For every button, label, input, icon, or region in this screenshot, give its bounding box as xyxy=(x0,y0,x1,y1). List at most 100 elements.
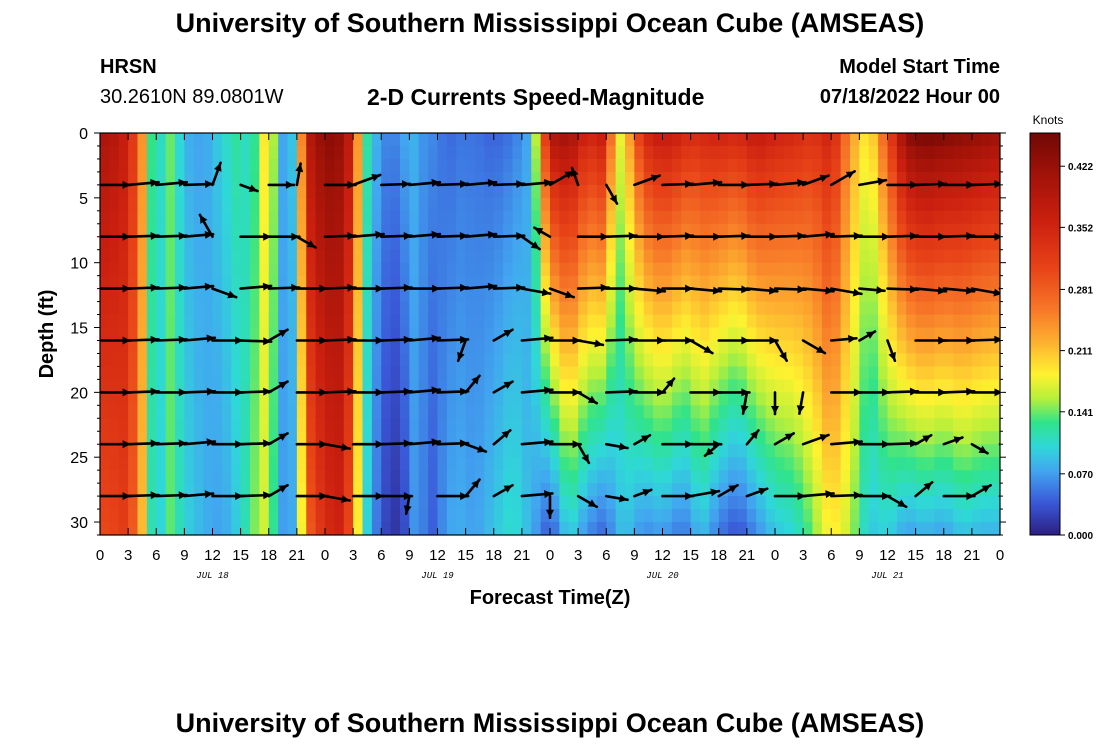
heat-cell xyxy=(240,288,251,303)
heat-cell xyxy=(803,353,814,368)
heat-cell xyxy=(325,314,335,329)
heat-cell xyxy=(325,133,335,147)
heat-cell xyxy=(409,405,420,419)
heat-cell xyxy=(409,210,420,225)
heat-cell xyxy=(840,158,851,173)
heat-cell xyxy=(212,340,223,355)
heat-cell xyxy=(643,392,654,406)
heat-cell xyxy=(784,392,795,406)
heat-cell xyxy=(671,314,682,329)
current-arrow xyxy=(408,438,442,447)
heat-cell xyxy=(634,405,645,419)
heat-cell xyxy=(371,197,382,212)
heat-cell xyxy=(737,496,748,510)
heat-cell xyxy=(906,379,917,393)
heat-cell xyxy=(362,405,373,419)
main-title: University of Southern Mississippi Ocean… xyxy=(175,8,925,38)
heat-cell xyxy=(146,366,157,380)
heat-cell xyxy=(287,262,298,277)
heat-cell xyxy=(878,470,889,484)
heat-cell xyxy=(100,509,110,523)
heat-cell xyxy=(643,314,654,329)
heat-cell xyxy=(943,470,954,484)
heat-cell xyxy=(878,133,889,147)
heat-cell xyxy=(746,353,757,368)
heat-cell xyxy=(859,392,870,406)
current-arrow xyxy=(267,232,301,241)
heat-cell xyxy=(146,405,157,419)
heat-cell xyxy=(203,457,214,471)
heat-cell xyxy=(250,288,260,303)
heat-cell xyxy=(671,431,682,445)
heat-cell xyxy=(212,444,223,458)
heat-cell xyxy=(634,444,645,458)
heat-cell xyxy=(100,314,110,329)
y-tick-label: 5 xyxy=(79,191,88,208)
current-arrow xyxy=(155,232,189,240)
heat-cell xyxy=(484,249,495,264)
heat-cell xyxy=(503,470,514,484)
heat-cell xyxy=(765,197,776,212)
heat-cell xyxy=(128,184,139,199)
heat-cell xyxy=(765,522,776,535)
heat-cell xyxy=(934,379,945,393)
heat-cell xyxy=(390,249,401,264)
heat-cell xyxy=(268,158,279,173)
heat-cell xyxy=(128,340,139,355)
heat-cell xyxy=(409,418,420,432)
heat-cell xyxy=(634,457,645,471)
current-arrow xyxy=(773,232,807,240)
heat-cell xyxy=(184,288,195,303)
heat-cell xyxy=(550,327,560,342)
current-arrow xyxy=(633,174,662,187)
arrow-head xyxy=(684,180,694,189)
heat-cell xyxy=(568,431,579,445)
heat-cell xyxy=(662,496,673,510)
heat-cell xyxy=(746,483,757,497)
current-arrow xyxy=(408,334,442,343)
current-arrow xyxy=(576,442,591,465)
heat-cell xyxy=(671,418,682,432)
heat-cell xyxy=(915,457,926,471)
heat-cell xyxy=(756,262,767,277)
heat-cell xyxy=(887,470,898,484)
heat-cell xyxy=(550,288,560,303)
heat-cell xyxy=(803,327,814,342)
heat-cell xyxy=(596,210,607,225)
heat-cell xyxy=(250,418,260,432)
heat-cell xyxy=(456,457,467,471)
heat-cell xyxy=(756,522,767,535)
heat-cell xyxy=(428,223,439,238)
heat-cell xyxy=(775,418,785,432)
heat-cell xyxy=(362,262,373,277)
heat-cell xyxy=(156,288,167,303)
heat-cell xyxy=(428,496,439,510)
heat-cell xyxy=(390,158,401,173)
heat-cell xyxy=(700,133,710,147)
current-arrow xyxy=(520,235,541,251)
current-arrow xyxy=(970,388,1000,397)
heat-cell xyxy=(878,418,889,432)
heat-cell xyxy=(287,288,298,303)
heat-cell xyxy=(503,133,514,147)
heat-cell xyxy=(859,184,870,199)
heat-cell xyxy=(484,340,495,355)
heat-cell xyxy=(615,522,626,535)
heat-cell xyxy=(643,197,654,212)
heat-cell xyxy=(146,522,157,535)
current-arrow xyxy=(661,440,695,449)
heat-cell xyxy=(915,353,926,368)
heat-cell xyxy=(868,301,879,316)
heat-cell xyxy=(278,314,289,329)
arrow-head xyxy=(882,388,890,397)
heat-cell xyxy=(990,262,1000,277)
heat-cell xyxy=(709,145,720,160)
heat-cell xyxy=(409,509,420,523)
heat-cell xyxy=(531,314,542,329)
heat-cell xyxy=(343,133,354,147)
heat-cell xyxy=(409,301,420,316)
heat-cell xyxy=(240,314,251,329)
heat-cell xyxy=(868,314,879,329)
heat-cell xyxy=(381,145,392,160)
